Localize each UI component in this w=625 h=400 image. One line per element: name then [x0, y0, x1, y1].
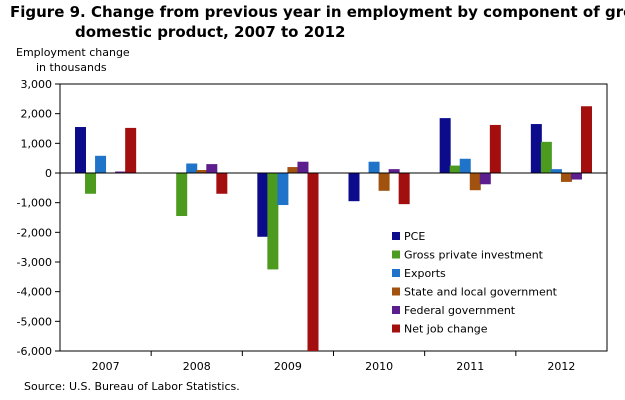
bar-pce-2011: [439, 118, 451, 173]
x-category-label: 2008: [183, 360, 211, 373]
legend-swatch: [392, 250, 400, 259]
chart-title-line-1: Figure 9. Change from previous year in e…: [10, 3, 625, 21]
bar-net-job-change-2011: [489, 124, 501, 173]
bar-exports-2007: [95, 155, 107, 173]
bar-exports-2010: [368, 161, 380, 173]
x-category-label: 2012: [547, 360, 575, 373]
bar-exports-2012: [550, 169, 562, 173]
legend-swatch: [392, 269, 400, 277]
x-category-label: 2007: [92, 360, 120, 373]
x-category-label: 2011: [456, 360, 484, 373]
y-tick-label: 3,000: [21, 78, 53, 91]
y-tick-label: -2,000: [17, 226, 52, 239]
bars-group: [75, 106, 592, 351]
bar-state-and-local-government-2012: [560, 173, 572, 182]
bar-pce-2007: [75, 127, 86, 173]
bar-state-and-local-government-2011: [469, 173, 481, 191]
chart-title-line-2: domestic product, 2007 to 2012: [75, 23, 345, 41]
category-labels: 2007 2008 2009 2010 2011 2012: [92, 351, 575, 373]
bar-gross-private-investment-2009: [267, 173, 279, 270]
bar-federal-government-2007: [115, 171, 127, 173]
bar-net-job-change-2007: [125, 127, 137, 173]
bar-gross-private-investment-2012: [540, 141, 552, 173]
bar-gross-private-investment-2008: [176, 173, 188, 217]
x-category-label: 2009: [274, 360, 302, 373]
bar-exports-2009: [277, 173, 289, 206]
y-tick-label: -5,000: [17, 315, 52, 328]
bar-exports-2011: [459, 158, 471, 173]
legend-label: Federal government: [404, 304, 516, 317]
bar-pce-2009: [257, 173, 269, 237]
bar-state-and-local-government-2008: [196, 170, 208, 173]
y-tick-label: 1,000: [21, 137, 53, 150]
y-tick-label: 2,000: [21, 108, 53, 121]
legend-swatch: [392, 324, 400, 333]
bar-net-job-change-2009: [307, 173, 319, 351]
bar-federal-government-2010: [388, 169, 400, 173]
bar-federal-government-2008: [206, 164, 218, 173]
bar-net-job-change-2008: [216, 173, 228, 194]
legend-label: Net job change: [404, 323, 488, 336]
bar-pce-2012: [530, 124, 542, 173]
bar-federal-government-2011: [479, 173, 491, 185]
source-note: Source: U.S. Bureau of Labor Statistics.: [24, 380, 240, 393]
y-axis-ticks: 3,000 2,000 1,000 0 -1,000 -2,000 -3,000 -4,000…: [17, 78, 60, 358]
bar-gross-private-investment-2011: [449, 165, 461, 173]
bar-net-job-change-2012: [581, 106, 592, 173]
legend-swatch: [392, 287, 400, 296]
legend-label: Gross private investment: [404, 249, 544, 262]
legend-swatch: [392, 306, 400, 314]
legend: PCE Gross private investment Exports State …: [392, 230, 558, 336]
legend-label: PCE: [404, 230, 425, 243]
plot-frame: [59, 83, 608, 352]
y-tick-label: -6,000: [17, 345, 52, 358]
bar-exports-2008: [186, 163, 198, 173]
bar-state-and-local-government-2009: [287, 167, 299, 173]
legend-swatch: [392, 232, 400, 240]
y-tick-label: -4,000: [17, 286, 52, 299]
y-tick-label: -1,000: [17, 197, 52, 210]
x-category-label: 2010: [365, 360, 393, 373]
bar-federal-government-2012: [570, 173, 582, 180]
bar-state-and-local-government-2010: [378, 173, 390, 191]
bar-federal-government-2009: [297, 161, 309, 173]
bar-net-job-change-2010: [398, 173, 410, 205]
y-tick-label: -3,000: [17, 256, 52, 269]
y-axis-label-line-2: in thousands: [36, 61, 107, 74]
y-tick-label: 0: [45, 167, 52, 180]
legend-label: State and local government: [404, 286, 558, 299]
bar-pce-2010: [348, 173, 360, 202]
bar-gross-private-investment-2007: [85, 173, 97, 194]
legend-label: Exports: [404, 267, 446, 280]
y-axis-label-line-1: Employment change: [16, 46, 130, 59]
